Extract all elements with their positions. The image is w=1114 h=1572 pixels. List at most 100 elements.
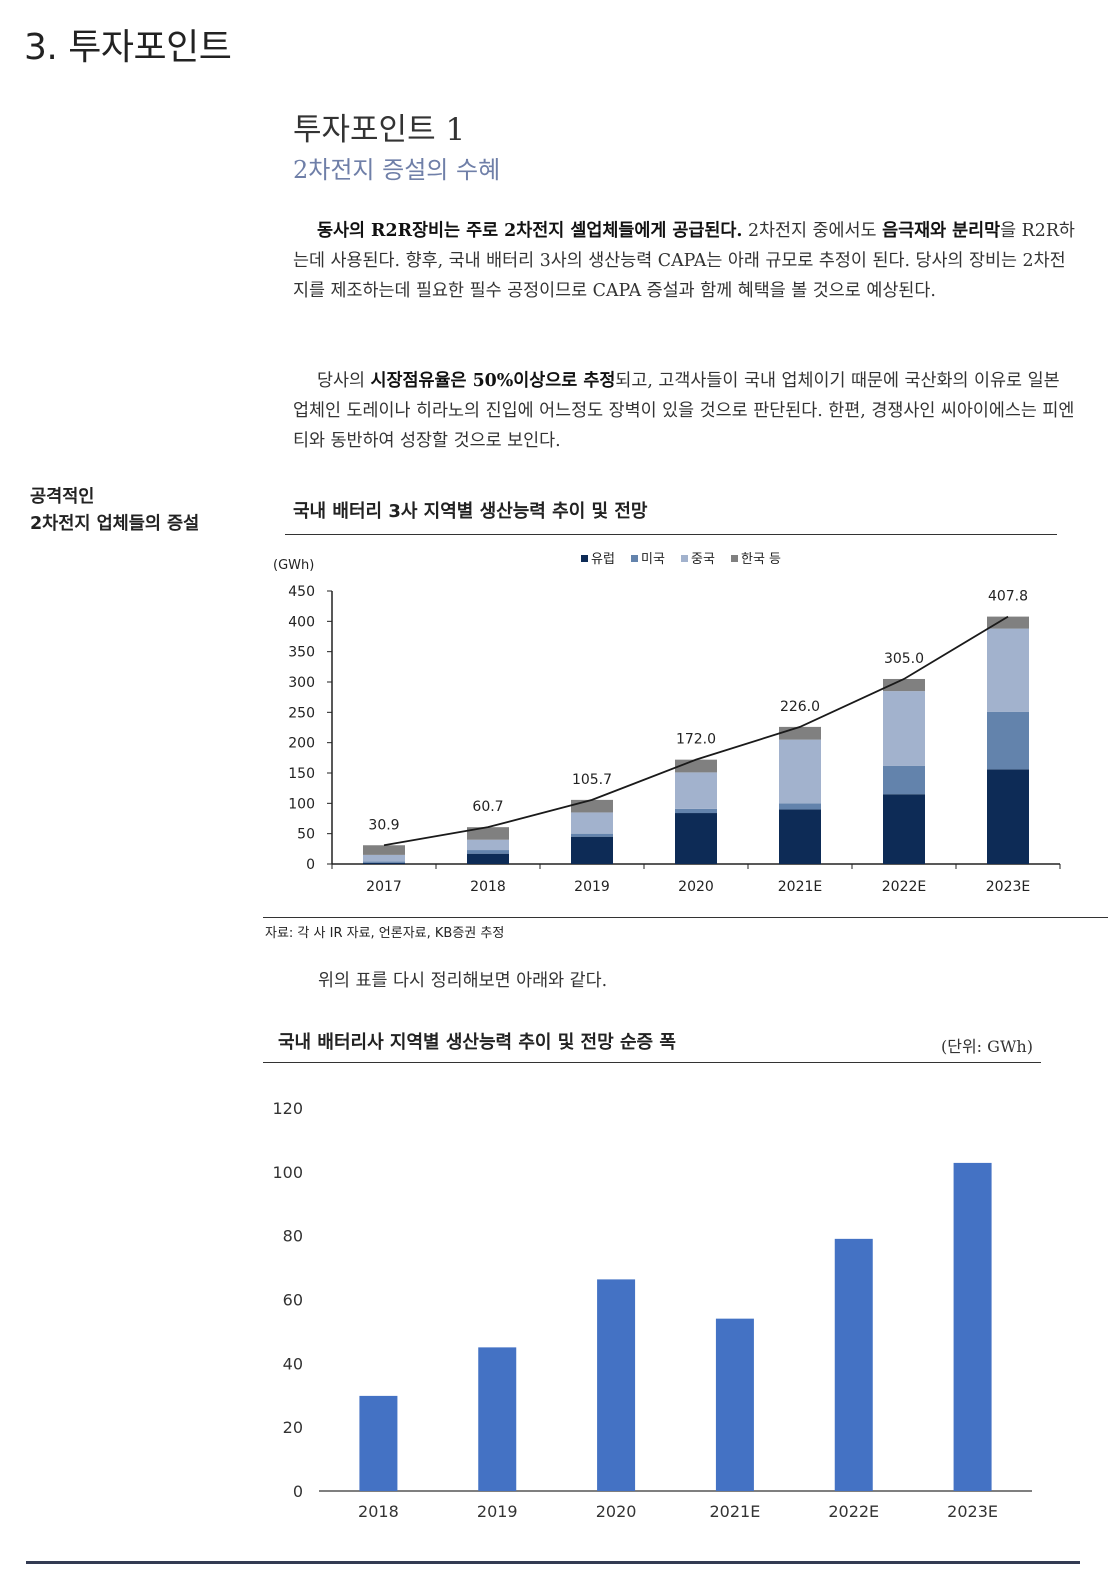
chart1-legend-label-2: 중국 [691,552,715,567]
chart1-y-tick-label: 200 [288,736,315,752]
paragraph-2-run: 되고, 고객사들이 국내 업체이기 때문에 국산화의 이유로 일본 업체인 도레… [293,371,1075,451]
sidebar-label: 공격적인 2차전지 업체들의 증설 [30,484,199,538]
paragraph-1-run: 을 R2R하는데 사용된다. 향후, 국내 배터리 3사의 생산능력 CAPA는… [293,221,1075,301]
chart2-bar-chart: 0 20 40 60 80 100 120 2018 2019 2020 2021E 2022E 202… [272,1099,1032,1521]
chart1-bar-segment [883,691,925,766]
chart1-bar-segment [987,628,1029,712]
paragraph-1-run: 2차전지 중에서도 [742,221,883,241]
summary-text: 위의 표를 다시 정리해보면 아래와 같다. [318,971,608,991]
chart1-legend-swatch [581,555,588,562]
chart2-y-tick-label: 60 [283,1291,303,1310]
chart2-y-tick-label: 20 [283,1418,303,1437]
chart1-bar-segment [987,711,1029,770]
chart2-title-rule [263,1062,1041,1063]
chart1-y-tick-label: 400 [288,614,315,630]
chart2-unit: (단위: GWh) [941,1037,1033,1056]
chart1-bar-segment [363,854,405,862]
chart1-total-label: 407.8 [988,589,1028,605]
chart1-bar-segment [987,616,1029,629]
chart1-legend-swatch [631,555,638,562]
paragraph-1-run: 동사의 R2R장비는 주로 2차전지 셀업체들에게 공급된다. [317,221,743,241]
chart1-bar-segment [571,799,613,813]
paragraph-2-run: 당사의 [317,371,371,391]
sidebar-label-line2: 2차전지 업체들의 증설 [30,514,200,534]
paragraph-1: 동사의 R2R장비는 주로 2차전지 셀업체들에게 공급된다. 2차전지 중에서… [293,216,1077,306]
chart1-bar-segment [675,772,717,809]
chart1-bar-segment [779,739,821,804]
chart1-bar-segment [779,809,821,864]
chart1-x-tick-label: 2023E [986,879,1030,895]
chart1-bar-segment [363,845,405,855]
chart1-x-tick-label: 2020 [678,879,714,895]
chart1-bar-segment [779,726,821,740]
chart2-bar [834,1238,873,1491]
chart1-x-tick-label: 2019 [574,879,610,895]
chart2-x-tick-label: 2020 [596,1502,637,1521]
chart1-bar-segment [467,850,509,854]
chart1-total-label: 60.7 [472,799,503,815]
chart2-bar [359,1395,398,1491]
chart1-bar-segment [883,794,925,864]
chart1-bar-segment [675,808,717,814]
paragraph-1-run: 음극재와 분리막 [882,221,1001,241]
paragraph-2-run: 시장점유율은 50%이상으로 추정 [370,371,616,391]
chart1-bar-segment [987,769,1029,864]
chart1-bar-segment [883,678,925,692]
paragraph-2: 당사의 시장점유율은 50%이상으로 추정되고, 고객사들이 국내 업체이기 때… [293,366,1077,456]
chart2-x-tick-label: 2022E [828,1502,879,1521]
chart2-y-tick-label: 100 [272,1163,303,1182]
chart1-y-axis-label: (GWh) [273,558,314,573]
chart2-x-tick-label: 2019 [477,1502,518,1521]
chart2-y-tick-label: 40 [283,1354,303,1373]
chart1-bottom-rule [263,917,1108,918]
chart1-total-label: 30.9 [368,817,399,833]
chart2-title: 국내 배터리사 지역별 생산능력 추이 및 전망 순증 폭 [278,1032,676,1053]
footer-rule [26,1561,1080,1564]
chart1-y-tick-label: 350 [288,645,315,661]
chart1-x-tick-label: 2022E [882,879,926,895]
chart2-bar [715,1318,754,1491]
chart1-bar-segment [883,765,925,795]
chart1-x-tick-label: 2017 [366,879,402,895]
chart1-total-label: 226.0 [780,699,820,715]
chart2-x-tick-label: 2023E [947,1502,998,1521]
chart2-y-tick-label: 120 [272,1099,303,1118]
chart1-y-tick-label: 250 [288,705,315,721]
chart1-y-tick-label: 0 [306,857,315,873]
chart2-bar [478,1347,517,1491]
chart1-legend-swatch [681,555,688,562]
chart2-x-tick-label: 2021E [710,1502,761,1521]
chart2-bar [953,1162,992,1491]
chart2-bar [597,1279,636,1491]
chart1-y-tick-label: 100 [288,796,315,812]
chart1-y-tick-label: 300 [288,675,315,691]
chart1-legend-swatch [731,555,738,562]
chart1-bar-segment [571,812,613,834]
chart1-y-tick-label: 450 [288,584,315,600]
chart1-y-tick-label: 150 [288,766,315,782]
chart1-bar-segment [467,839,509,851]
chart1-bar-segment [675,813,717,864]
chart1-bar-segment [363,861,405,863]
section-title: 3. 투자포인트 [24,27,232,68]
chart1-total-line [383,615,1009,847]
point-title: 투자포인트 1 [293,112,466,148]
chart2-x-tick-label: 2018 [358,1502,399,1521]
chart1-total-label: 305.0 [884,651,924,667]
chart1-x-tick-label: 2021E [778,879,822,895]
point-subtitle: 2차전지 증설의 수혜 [293,156,501,184]
chart1-y-tick-label: 50 [297,827,315,843]
chart1-bar-segment [363,862,405,864]
chart1-title-rule [285,534,1057,535]
chart1-source: 자료: 각 사 IR 자료, 언론자료, KB증권 추정 [265,926,505,941]
chart1-bar-segment [571,833,613,837]
chart1-bar-segment [467,827,509,840]
chart1-bar-segment [779,803,821,810]
sidebar-label-line1: 공격적인 [30,487,95,507]
chart1-bar-segment [467,853,509,864]
chart2-y-tick-label: 0 [293,1482,303,1501]
chart1-legend-label-3: 한국 등 [741,552,781,567]
chart1-bar-segment [571,836,613,864]
chart1-stacked-bar-chart: (GWh) 유럽 미국 중국 한국 등 0 50 100 150 200 250 300 350 400 4… [273,552,1061,895]
chart1-legend-label-1: 미국 [641,552,665,567]
